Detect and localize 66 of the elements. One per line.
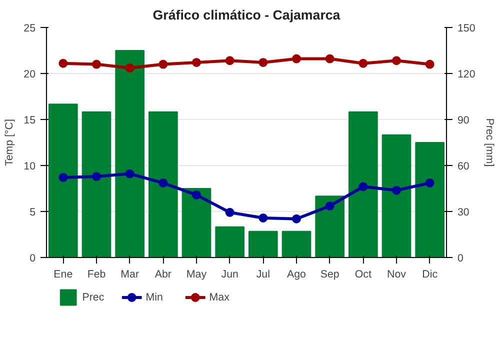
x-tick-label: Dic: [422, 268, 438, 280]
x-tick-label: Jul: [256, 268, 270, 280]
point: [158, 60, 168, 69]
bar: [248, 230, 278, 258]
point: [92, 60, 101, 69]
y2-tick-label: 90: [458, 114, 470, 126]
y-tick-label: 20: [24, 68, 36, 80]
y2-tick-label: 30: [458, 206, 470, 218]
bar: [148, 111, 178, 258]
bar: [382, 134, 412, 258]
legend-label: Prec: [82, 292, 105, 304]
x-tick-label: Mar: [120, 268, 140, 280]
chart-title: Gráfico climático - Cajamarca: [152, 8, 341, 22]
legend-label: Max: [209, 292, 230, 304]
y-tick-label: 0: [30, 252, 36, 264]
point: [392, 186, 401, 195]
bar: [82, 111, 112, 258]
point: [125, 169, 134, 178]
point: [92, 172, 101, 182]
y-tick-label: 5: [30, 206, 36, 218]
point: [192, 190, 201, 200]
point: [192, 58, 201, 67]
x-tick-label: Nov: [387, 268, 407, 280]
x-tick-label: Oct: [354, 268, 372, 280]
point: [292, 54, 301, 64]
x-tick-label: Ene: [54, 268, 73, 280]
point: [258, 213, 268, 222]
point: [358, 58, 368, 68]
point: [392, 56, 401, 66]
point: [425, 178, 434, 188]
point: [325, 54, 334, 64]
bar: [48, 104, 78, 258]
point: [358, 182, 368, 192]
bar: [315, 196, 344, 258]
y2-axis-title: Prec [mm]: [483, 118, 496, 167]
x-tick-label: Feb: [87, 268, 106, 280]
point: [225, 208, 234, 217]
bar: [348, 111, 378, 258]
y-tick-label: 10: [24, 160, 36, 172]
point: [292, 214, 301, 224]
x-tick-label: Jun: [221, 268, 238, 280]
point: [158, 178, 168, 188]
bar: [215, 226, 244, 258]
bar: [282, 230, 312, 258]
y-tick-label: 15: [24, 114, 36, 126]
bar: [182, 188, 212, 258]
point: [225, 56, 234, 66]
x-tick-label: Ago: [287, 268, 306, 280]
y2-tick-label: 150: [458, 22, 476, 34]
point: [125, 63, 134, 72]
point: [325, 201, 334, 210]
y2-tick-label: 120: [458, 68, 476, 80]
x-tick-label: May: [186, 268, 208, 280]
x-tick-label: Sep: [320, 268, 340, 280]
y-tick-label: 25: [24, 22, 36, 34]
point: [425, 60, 434, 69]
legend-label: Min: [146, 292, 163, 304]
y2-tick-label: 60: [458, 160, 470, 172]
y2-tick-label: 0: [458, 252, 464, 264]
point: [58, 172, 68, 182]
bar: [115, 50, 144, 258]
point: [58, 58, 68, 68]
bar: [415, 142, 444, 258]
point: [258, 58, 268, 67]
x-tick-label: Abr: [154, 268, 172, 280]
y-axis-title: Temp [°C]: [4, 119, 16, 166]
